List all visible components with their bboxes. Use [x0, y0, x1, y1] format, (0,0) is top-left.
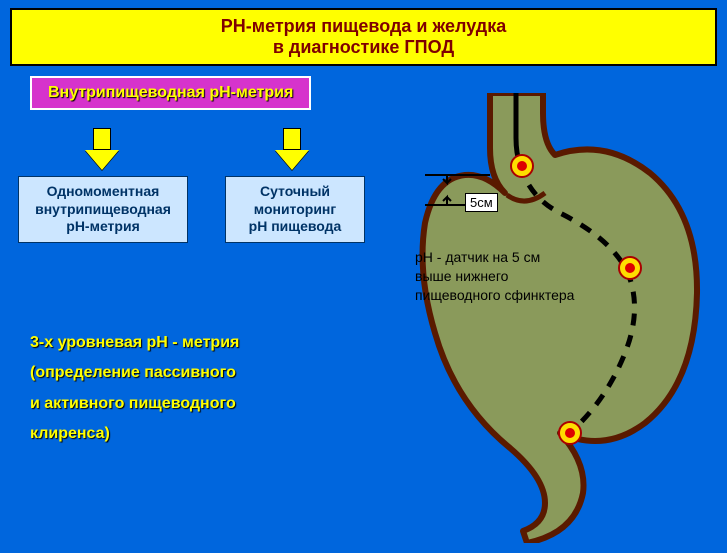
sensor-2	[619, 257, 641, 279]
box-right-l1: Суточный	[234, 183, 356, 201]
desc-l3: и активного пищеводного	[30, 389, 239, 419]
box-left-l1: Одномоментная	[27, 183, 179, 201]
box-instant: Одномоментная внутрипищеводная рН-метрия	[18, 176, 188, 243]
stomach-svg	[395, 93, 715, 543]
arrow-left-icon	[85, 128, 119, 172]
caption-l1: рН - датчик на 5 см	[415, 248, 574, 267]
box-right-l3: рН пищевода	[234, 218, 356, 236]
box-daily: Суточный мониторинг рН пищевода	[225, 176, 365, 243]
sensor-3	[559, 422, 581, 444]
caption-l2: выше нижнего	[415, 267, 574, 286]
title-banner: РН-метрия пищевода и желудка в диагности…	[10, 8, 717, 66]
arrow-right-icon	[275, 128, 309, 172]
measure-label: 5см	[465, 193, 498, 212]
box-right-l2: мониторинг	[234, 201, 356, 219]
box-left-l3: рН-метрия	[27, 218, 179, 236]
desc-l2: (определение пассивного	[30, 358, 239, 388]
title-line2: в диагностике ГПОД	[22, 37, 705, 58]
box-left-l2: внутрипищеводная	[27, 201, 179, 219]
caption-l3: пищеводного сфинктера	[415, 286, 574, 305]
description-block: 3-х уровневая рН - метрия (определение п…	[30, 328, 239, 450]
diagram-caption: рН - датчик на 5 см выше нижнего пищевод…	[415, 248, 574, 305]
title-line1: РН-метрия пищевода и желудка	[22, 16, 705, 37]
desc-l4: клиренса)	[30, 419, 239, 449]
stomach-shape	[423, 93, 697, 543]
sensor-1	[511, 155, 533, 177]
stomach-diagram: 5см рН - датчик на 5 см выше нижнего пищ…	[395, 93, 715, 543]
desc-l1: 3-х уровневая рН - метрия	[30, 328, 239, 358]
subtitle-badge: Внутрипищеводная рН-метрия	[30, 76, 311, 110]
